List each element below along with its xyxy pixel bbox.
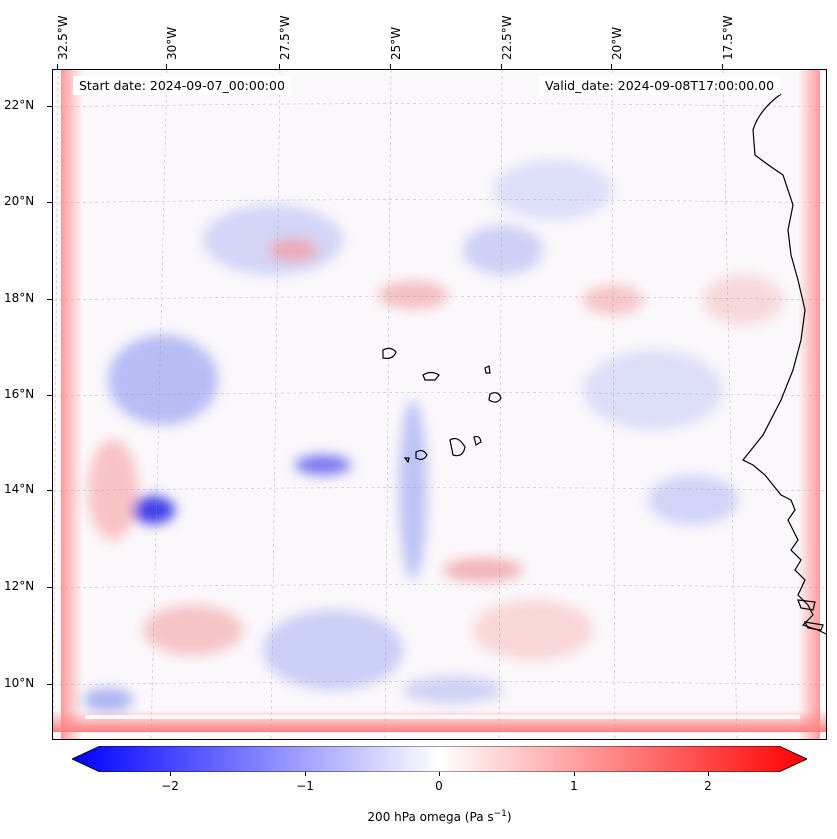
colorbar-tick-label: 1 <box>570 779 578 793</box>
lat-label: 18°N <box>4 291 35 305</box>
colorbar-tick-label: 2 <box>704 779 712 793</box>
graticule <box>53 70 826 739</box>
lat-label: 20°N <box>4 194 35 208</box>
colorbar-label: 200 hPa omega (Pa s−1) <box>367 809 512 824</box>
lon-label: 25°W <box>389 26 403 60</box>
lat-label: 12°N <box>4 579 35 593</box>
lon-label: 30°W <box>165 26 179 60</box>
colorbar-tick-label: −2 <box>161 779 179 793</box>
lon-label: 27.5°W <box>278 15 292 60</box>
coastline <box>382 93 826 635</box>
lon-label: 17.5°W <box>721 15 735 60</box>
omega-field-map <box>53 70 826 739</box>
field-blobs <box>83 160 783 712</box>
colorbar-tick-label: 0 <box>435 779 443 793</box>
lat-label: 22°N <box>4 98 35 112</box>
lat-label: 10°N <box>4 676 35 690</box>
map-panel[interactable] <box>52 69 827 740</box>
start-date-label: Start date: 2024-09-07_00:00:00 <box>73 76 291 95</box>
lat-label: 16°N <box>4 387 35 401</box>
colorbar <box>72 746 807 772</box>
valid-date-label: Valid_date: 2024-09-08T17:00:00.00 <box>539 76 781 95</box>
colorbar-tick-label: −1 <box>296 779 314 793</box>
lon-label: 20°W <box>610 26 624 60</box>
lat-label: 14°N <box>4 482 35 496</box>
lon-label: 32.5°W <box>56 15 70 60</box>
lon-label: 22.5°W <box>500 15 514 60</box>
